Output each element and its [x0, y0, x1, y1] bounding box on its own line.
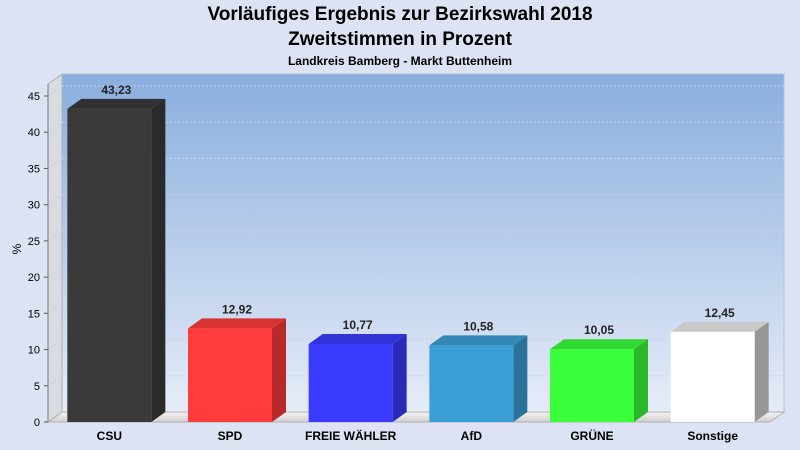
gridline — [47, 194, 63, 206]
bar-grüne — [550, 339, 648, 422]
bar-csu — [67, 98, 166, 423]
bar-top — [308, 333, 407, 344]
y-tick-label: 35 — [28, 163, 40, 175]
bar-side — [272, 318, 286, 422]
bar-front — [67, 108, 152, 423]
gridline — [47, 375, 63, 387]
data-label: 10,58 — [463, 319, 493, 333]
y-tick-label: 25 — [28, 236, 40, 248]
chart-title: Vorläufiges Ergebnis zur Bezirkswahl 201… — [207, 4, 593, 25]
x-tick-label: GRÜNE — [570, 428, 613, 443]
bar-front — [670, 331, 755, 422]
data-label: 43,23 — [101, 83, 131, 97]
data-label: 10,05 — [584, 323, 614, 337]
y-tick-label: 5 — [34, 381, 40, 393]
data-label: 12,92 — [222, 302, 252, 316]
bar-spd — [188, 318, 286, 422]
bar-front — [188, 328, 272, 422]
y-tick-label: 15 — [28, 308, 40, 320]
chart-subtitle: Zweitstimmen in Prozent — [288, 29, 512, 50]
bar-front — [308, 343, 393, 422]
bar-sonstige — [670, 321, 769, 422]
chart-caption: Landkreis Bamberg - Markt Buttenheim — [287, 54, 513, 68]
bar-front — [550, 349, 634, 422]
bar-side — [392, 333, 407, 422]
bar-front — [429, 345, 514, 422]
data-label: 12,45 — [705, 306, 735, 320]
bar-freie-wähler — [308, 333, 407, 422]
data-label: 10,77 — [343, 318, 373, 332]
x-tick-label: AfD — [461, 429, 483, 443]
bar-afd — [429, 335, 528, 422]
gridline — [47, 121, 63, 133]
y-tick-label: 30 — [28, 200, 40, 212]
x-tick-label: SPD — [218, 429, 243, 443]
y-tick-label: 40 — [28, 127, 40, 139]
y-tick-label: 20 — [28, 272, 40, 284]
bar-side — [151, 98, 166, 423]
x-tick-label: FREIE WÄHLER — [305, 428, 397, 443]
x-tick-label: Sonstige — [687, 429, 738, 443]
bar-top — [188, 318, 286, 329]
bar-top — [670, 321, 769, 332]
bar-side — [754, 321, 769, 422]
gridline — [47, 266, 63, 278]
plot-back-wall — [61, 73, 785, 413]
gridline — [47, 85, 63, 97]
x-tick-label: CSU — [97, 429, 122, 443]
gridline — [47, 302, 63, 314]
bar-top — [67, 98, 166, 109]
gridline — [47, 158, 63, 169]
bar-side — [634, 339, 648, 422]
bar-top — [429, 335, 528, 346]
y-tick-label: 0 — [34, 417, 40, 429]
gridline — [47, 230, 63, 242]
bar-top — [550, 339, 648, 350]
bar-side — [513, 335, 528, 422]
y-axis-label: % — [10, 243, 24, 254]
gridline — [47, 339, 63, 350]
plot-left-wall — [47, 73, 63, 423]
y-tick-label: 45 — [28, 91, 40, 103]
y-tick-label: 10 — [28, 345, 40, 357]
